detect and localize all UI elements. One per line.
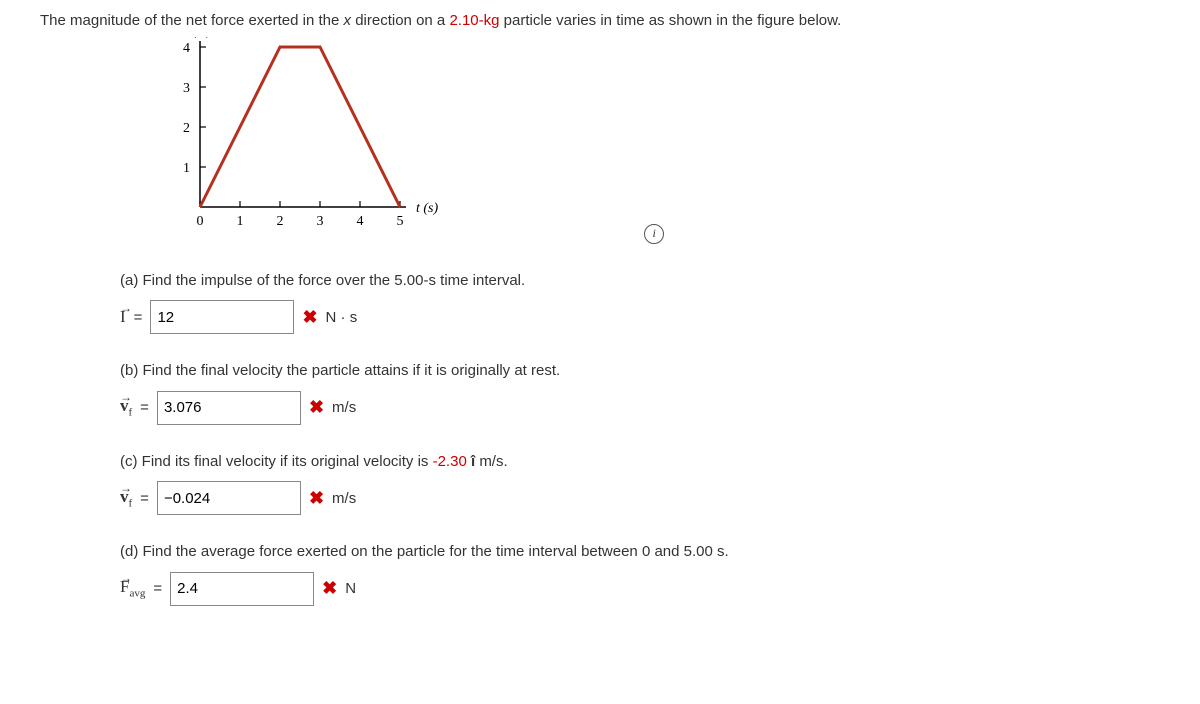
svg-text:0: 0 (197, 214, 204, 229)
equals: = (140, 399, 149, 416)
part-a: (a) Find the impulse of the force over t… (120, 270, 1160, 335)
symbol-Favg: →Favg (120, 577, 145, 599)
equals: = (134, 309, 143, 326)
question-b: (b) Find the final velocity the particle… (120, 360, 1160, 383)
problem-statement: The magnitude of the net force exerted i… (40, 10, 1160, 31)
x-direction: x (344, 12, 352, 29)
svg-text:F (N): F (N) (180, 37, 212, 39)
svg-text:1: 1 (183, 161, 190, 176)
wrong-icon: ✖ (309, 397, 324, 418)
figure-container: 0 1 2 3 4 5 1 2 3 4 t (s) F (N) i (160, 37, 1160, 244)
part-d: (d) Find the average force exerted on th… (120, 541, 1160, 606)
unit-d: N (345, 580, 356, 597)
wrong-icon: ✖ (322, 578, 337, 599)
svg-text:4: 4 (357, 214, 364, 229)
wrong-icon: ✖ (309, 488, 324, 509)
problem-suffix: particle varies in time as shown in the … (499, 12, 841, 29)
question-c: (c) Find its final velocity if its origi… (120, 451, 1160, 474)
part-c: (c) Find its final velocity if its origi… (120, 451, 1160, 516)
answer-input-c[interactable] (157, 481, 301, 515)
svg-text:3: 3 (183, 81, 190, 96)
initial-velocity: -2.30 (433, 453, 467, 470)
svg-text:2: 2 (277, 214, 284, 229)
svg-text:4: 4 (183, 41, 190, 56)
symbol-vf-b: →vf (120, 396, 132, 418)
svg-text:1: 1 (237, 214, 244, 229)
unit-a: N · s (326, 309, 358, 326)
problem-prefix: The magnitude of the net force exerted i… (40, 12, 344, 29)
svg-text:3: 3 (317, 214, 324, 229)
question-d: (d) Find the average force exerted on th… (120, 541, 1160, 564)
answer-input-a[interactable] (150, 300, 294, 334)
mass-value: 2.10-kg (449, 12, 499, 29)
unit-c: m/s (332, 490, 356, 507)
equals: = (153, 580, 162, 597)
equals: = (140, 490, 149, 507)
symbol-vf-c: →vf (120, 487, 132, 509)
wrong-icon: ✖ (302, 307, 317, 328)
symbol-I: →I (120, 307, 126, 327)
problem-mid: direction on a (351, 12, 449, 29)
answer-input-b[interactable] (157, 391, 301, 425)
answer-input-d[interactable] (170, 572, 314, 606)
svg-text:2: 2 (183, 121, 190, 136)
force-time-chart: 0 1 2 3 4 5 1 2 3 4 t (s) F (N) (160, 37, 440, 237)
svg-text:5: 5 (397, 214, 404, 229)
unit-b: m/s (332, 399, 356, 416)
part-b: (b) Find the final velocity the particle… (120, 360, 1160, 425)
question-a: (a) Find the impulse of the force over t… (120, 270, 1160, 293)
info-icon[interactable]: i (644, 224, 664, 244)
svg-text:t (s): t (s) (416, 201, 439, 216)
